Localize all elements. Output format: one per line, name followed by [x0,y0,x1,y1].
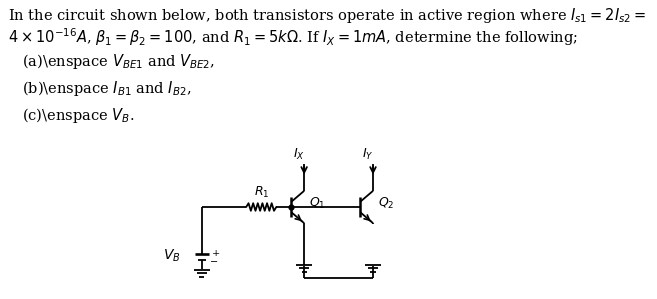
Text: (c)\enspace $V_B$.: (c)\enspace $V_B$. [22,106,135,125]
Text: $V_B$: $V_B$ [163,247,181,264]
Text: In the circuit shown below, both transistors operate in active region where $I_{: In the circuit shown below, both transis… [8,6,646,25]
Text: $Q_1$: $Q_1$ [309,196,325,210]
Text: $R_1$: $R_1$ [254,185,269,200]
Text: $I_Y$: $I_Y$ [363,147,374,162]
Text: (a)\enspace $V_{BE1}$ and $V_{BE2}$,: (a)\enspace $V_{BE1}$ and $V_{BE2}$, [22,52,215,71]
Text: $-$: $-$ [210,256,219,265]
Text: +: + [212,249,220,258]
Text: $4 \times 10^{-16}A$, $\beta_1 = \beta_2 = 100$, and $R_1 = 5k\Omega$. If $I_X =: $4 \times 10^{-16}A$, $\beta_1 = \beta_2… [8,26,578,48]
Text: $I_X$: $I_X$ [294,147,306,162]
Text: $Q_2$: $Q_2$ [378,196,394,210]
Text: (b)\enspace $I_{B1}$ and $I_{B2}$,: (b)\enspace $I_{B1}$ and $I_{B2}$, [22,79,192,98]
